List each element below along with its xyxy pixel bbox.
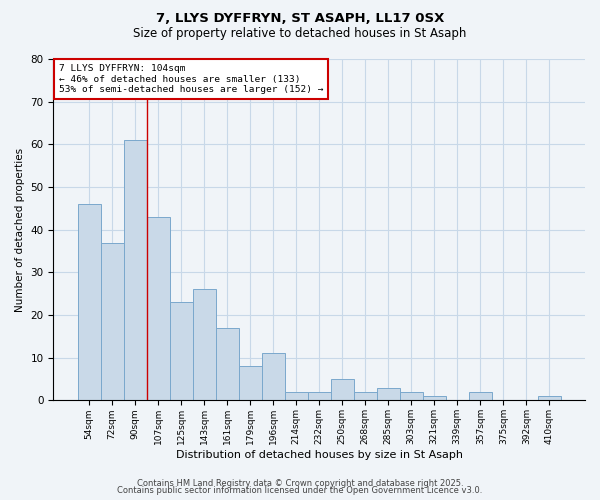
- Bar: [262, 354, 284, 401]
- X-axis label: Distribution of detached houses by size in St Asaph: Distribution of detached houses by size …: [176, 450, 463, 460]
- Bar: [377, 388, 400, 400]
- Bar: [170, 302, 193, 400]
- Bar: [101, 242, 124, 400]
- Text: 7 LLYS DYFFRYN: 104sqm
← 46% of detached houses are smaller (133)
53% of semi-de: 7 LLYS DYFFRYN: 104sqm ← 46% of detached…: [59, 64, 323, 94]
- Text: Contains HM Land Registry data © Crown copyright and database right 2025.: Contains HM Land Registry data © Crown c…: [137, 478, 463, 488]
- Bar: [77, 204, 101, 400]
- Bar: [124, 140, 146, 400]
- Bar: [538, 396, 561, 400]
- Text: 7, LLYS DYFFRYN, ST ASAPH, LL17 0SX: 7, LLYS DYFFRYN, ST ASAPH, LL17 0SX: [156, 12, 444, 26]
- Bar: [215, 328, 239, 400]
- Bar: [423, 396, 446, 400]
- Bar: [308, 392, 331, 400]
- Bar: [239, 366, 262, 400]
- Y-axis label: Number of detached properties: Number of detached properties: [15, 148, 25, 312]
- Bar: [331, 379, 354, 400]
- Bar: [400, 392, 423, 400]
- Text: Contains public sector information licensed under the Open Government Licence v3: Contains public sector information licen…: [118, 486, 482, 495]
- Text: Size of property relative to detached houses in St Asaph: Size of property relative to detached ho…: [133, 28, 467, 40]
- Bar: [146, 217, 170, 400]
- Bar: [193, 290, 215, 401]
- Bar: [354, 392, 377, 400]
- Bar: [284, 392, 308, 400]
- Bar: [469, 392, 492, 400]
